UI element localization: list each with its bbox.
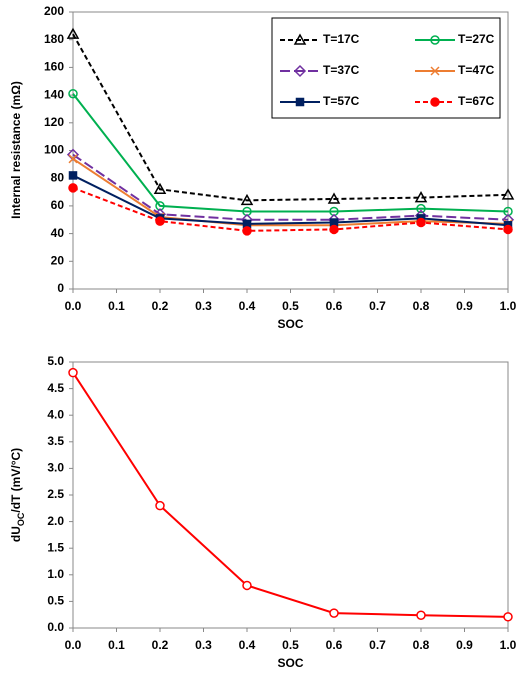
marker — [416, 610, 426, 620]
plot-frame — [72, 361, 509, 629]
marker — [155, 216, 165, 226]
y-tick-label: 0 — [57, 281, 64, 295]
x-tick-label: 0.5 — [282, 299, 299, 313]
legend-label: T=27C — [458, 32, 495, 46]
chart: 0 20 40 60 80 100 120 140 160 180 200 0.0 0.1 0.2 0.3 0… — [9, 4, 516, 331]
x-tick-label: 0.3 — [195, 638, 212, 652]
y-tick-label: 40 — [51, 226, 65, 240]
legend-label: T=67C — [458, 94, 495, 108]
x-tick-label: 0.1 — [108, 299, 125, 313]
legend-marker — [430, 97, 440, 107]
series-line — [72, 93, 509, 213]
marker — [68, 171, 78, 180]
legend-marker — [430, 35, 440, 45]
x-tick-label: 0.3 — [195, 299, 212, 313]
marker — [501, 188, 515, 200]
legend-marker — [295, 97, 305, 107]
x-tick-label: 0.4 — [239, 638, 256, 652]
x-tick-label: 0.7 — [369, 299, 386, 313]
marker — [242, 226, 252, 236]
marker — [503, 612, 513, 622]
y-tick-label: 140 — [44, 87, 64, 101]
x-tick-label: 0.6 — [326, 299, 343, 313]
y-axis-label-part: /dT (mV/°C) — [9, 448, 23, 513]
x-tick-label: 0.0 — [65, 638, 82, 652]
legend-marker — [293, 33, 307, 45]
series-line — [72, 372, 509, 618]
x-tick-label: 0.4 — [239, 299, 256, 313]
y-tick-label: 20 — [51, 253, 65, 267]
y-tick-label: 0.0 — [47, 620, 64, 634]
marker — [329, 608, 339, 618]
x-tick-label: 0.6 — [326, 638, 343, 652]
y-tick-label: 5.0 — [47, 354, 64, 368]
y-axis-label-part: OC — [16, 512, 26, 526]
y-tick-label: 0.5 — [47, 594, 64, 608]
x-tick-label: 0.5 — [282, 638, 299, 652]
series-line — [72, 157, 509, 227]
y-tick-label: 4.0 — [47, 407, 64, 421]
marker — [416, 203, 426, 214]
marker — [68, 154, 78, 164]
y-tick-label: 200 — [44, 4, 64, 18]
series-line — [72, 174, 509, 227]
y-axis-label: Internal resistance (mΩ) — [9, 81, 23, 219]
x-tick-label: 0.0 — [65, 299, 82, 313]
marker — [329, 224, 339, 235]
marker — [414, 191, 428, 203]
y-tick-label: 120 — [44, 115, 64, 129]
y-axis-label-part: dU — [9, 526, 23, 542]
legend-label: T=37C — [323, 63, 360, 77]
y-tick-label: 100 — [44, 143, 64, 157]
y-tick-label: 1.0 — [47, 567, 64, 581]
y-axis-label: dUOC/dT (mV/°C) — [9, 448, 26, 542]
series-line — [72, 153, 509, 221]
marker — [155, 500, 165, 511]
y-tick-label: 2.5 — [47, 487, 64, 501]
marker — [68, 183, 78, 193]
legend-marker — [293, 64, 307, 78]
chart: 0.0 0.5 1.0 1.5 2.0 2.5 3.0 3.5 4.0 4.5 5.0 0.0 0.1 0… — [9, 354, 516, 670]
y-tick-label: 80 — [51, 170, 65, 184]
marker — [503, 224, 513, 235]
y-tick-label: 160 — [44, 60, 64, 74]
x-tick-label: 0.2 — [152, 638, 169, 652]
marker — [416, 217, 426, 228]
y-tick-label: 4.5 — [47, 381, 64, 395]
y-tick-label: 60 — [51, 198, 65, 212]
x-tick-label: 0.9 — [456, 638, 473, 652]
x-tick-label: 0.7 — [369, 638, 386, 652]
y-tick-label: 3.5 — [47, 434, 64, 448]
x-axis-label: SOC — [277, 317, 303, 331]
marker — [68, 88, 78, 99]
marker — [153, 182, 167, 195]
x-tick-label: 0.9 — [456, 299, 473, 313]
y-tick-label: 3.0 — [47, 461, 64, 475]
y-tick-label: 180 — [44, 32, 64, 46]
y-tick-label: 1.5 — [47, 540, 64, 554]
x-axis-label: SOC — [277, 656, 303, 670]
x-tick-label: 0.8 — [413, 638, 430, 652]
marker — [242, 580, 252, 591]
y-tick-label: 2.0 — [47, 514, 64, 528]
legend-label: T=47C — [458, 63, 495, 77]
legend-label: T=17C — [323, 32, 360, 46]
legend-label: T=57C — [323, 94, 360, 108]
legend-marker — [430, 66, 440, 76]
series-line — [72, 33, 509, 202]
x-tick-label: 0.2 — [152, 299, 169, 313]
marker — [66, 27, 80, 39]
x-tick-label: 1.0 — [500, 299, 517, 313]
x-tick-label: 0.1 — [108, 638, 125, 652]
marker — [240, 193, 254, 206]
marker — [327, 192, 341, 204]
x-tick-label: 1.0 — [500, 638, 517, 652]
x-tick-label: 0.8 — [413, 299, 430, 313]
series-line — [72, 186, 509, 232]
marker — [68, 367, 78, 378]
